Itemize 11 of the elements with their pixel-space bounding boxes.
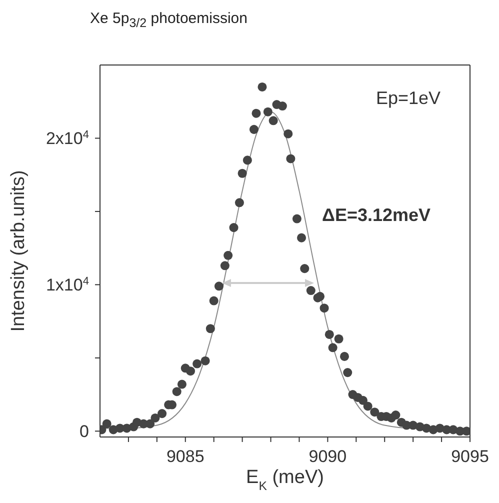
annotation: ΔE=3.12meV (322, 205, 431, 226)
x-tick-label: 9090 (308, 447, 347, 466)
y-tick-label: 2x10$^{4}$ (46, 129, 89, 148)
x-axis-title: E$_{K}$ (meV) (246, 467, 324, 493)
y-tick-label: 1x10$^{4}$ (46, 276, 89, 295)
annotation: Ep=1eV (376, 88, 441, 109)
y-axis-title: Intensity (arb.units) (8, 170, 28, 332)
chart-title: Xe 5p$_{3/2}$ photoemission (90, 10, 248, 30)
x-tick-label: 9095 (451, 447, 489, 466)
x-tick-label: 9085 (166, 447, 204, 466)
y-tick-label: 0 (80, 422, 89, 442)
